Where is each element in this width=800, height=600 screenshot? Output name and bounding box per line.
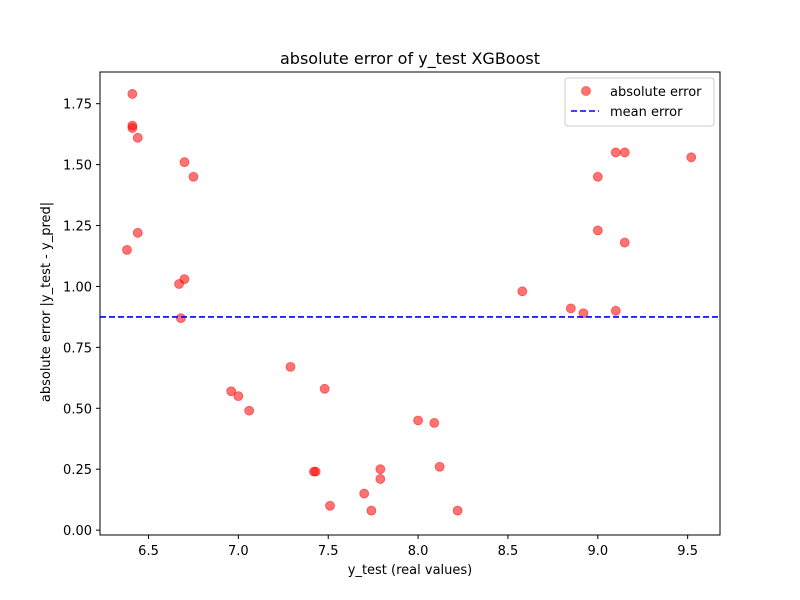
y-tick-label: 0.25	[63, 463, 92, 478]
data-point	[619, 237, 630, 248]
data-point	[565, 303, 576, 314]
x-tick-label: 6.5	[138, 544, 159, 559]
legend-label: mean error	[610, 105, 683, 120]
y-tick-label: 0.50	[63, 402, 92, 417]
data-point	[610, 147, 621, 158]
data-point	[375, 474, 386, 484]
x-tick-label: 8.0	[408, 544, 429, 559]
data-point	[375, 464, 386, 475]
data-point	[132, 227, 143, 238]
data-point	[122, 244, 132, 255]
x-tick-label: 8.5	[498, 544, 519, 559]
x-tick-label: 7.5	[318, 544, 339, 559]
data-point	[452, 505, 463, 516]
data-point	[429, 418, 440, 428]
data-point	[319, 383, 330, 394]
chart-title: absolute error of y_test XGBoost	[280, 49, 540, 69]
data-point	[325, 500, 335, 511]
data-point	[434, 461, 445, 472]
data-point	[578, 308, 589, 319]
x-tick-label: 9.5	[677, 544, 698, 559]
data-point	[413, 415, 423, 426]
data-point	[310, 466, 321, 477]
y-tick-label: 0.75	[63, 341, 92, 356]
y-axis-label: absolute error |y_test - y_pred|	[39, 202, 54, 402]
y-tick-label: 1.25	[63, 220, 92, 235]
data-point	[285, 361, 296, 372]
data-point	[233, 391, 244, 402]
plot-frame	[99, 71, 721, 536]
x-axis-label: y_test (real values)	[348, 563, 472, 578]
data-point	[127, 89, 138, 99]
data-point	[366, 505, 377, 516]
data-point	[127, 123, 138, 133]
data-point	[132, 132, 143, 143]
y-tick-label: 1.00	[63, 280, 92, 295]
data-point	[179, 157, 190, 168]
data-point	[188, 171, 199, 182]
legend: absolute error mean error	[564, 77, 715, 127]
legend-box	[564, 77, 715, 127]
legend-label: absolute error	[610, 85, 702, 100]
y-tick-label: 1.50	[63, 159, 92, 174]
data-point	[592, 171, 603, 182]
data-point	[175, 313, 186, 324]
legend-marker-absolute-error	[581, 86, 591, 96]
data-point	[226, 386, 237, 397]
data-point	[610, 305, 621, 316]
x-tick-label: 9.0	[587, 544, 608, 559]
data-point	[174, 279, 184, 289]
data-point	[517, 286, 528, 297]
data-point	[359, 488, 370, 499]
data-point	[686, 152, 697, 163]
y-tick-label: 0.00	[63, 524, 92, 539]
data-point	[619, 147, 630, 158]
plot-area	[100, 89, 720, 516]
y-tick-label: 1.75	[63, 98, 92, 113]
x-tick-label: 7.0	[228, 544, 249, 559]
data-point	[592, 225, 603, 236]
data-point	[244, 405, 255, 416]
